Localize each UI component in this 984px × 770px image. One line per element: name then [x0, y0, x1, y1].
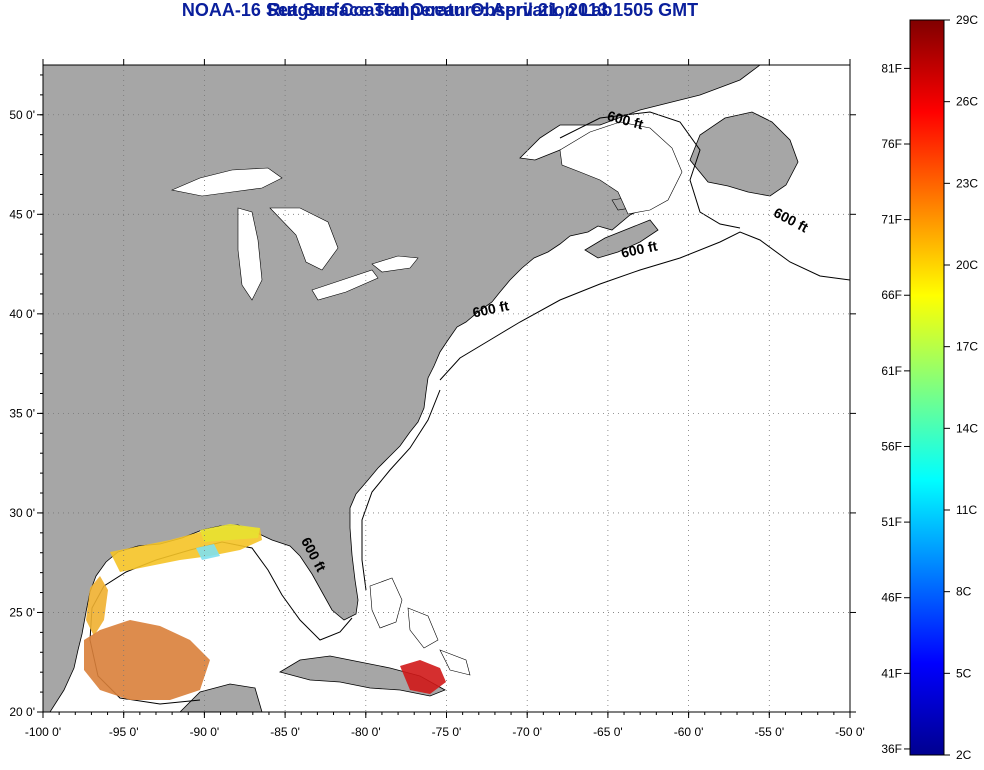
colorbar-f-label: 71F — [881, 213, 902, 227]
colorbar-celsius-ticks: 29C 26C 23C 20C 17C 14C 11C 8C 5C 2C — [944, 13, 978, 762]
latitude-axis: 50 0' 45 0' 40 0' 35 0' 30 0' 25 0' 20 0' — [9, 74, 856, 719]
isobath-label: 600 ft — [620, 238, 659, 261]
colorbar-f-label: 76F — [881, 137, 902, 151]
cuba-land — [278, 655, 446, 697]
lat-tick-label: 45 0' — [9, 207, 35, 221]
sst-yellow-band — [200, 524, 260, 542]
lon-tick-label: -70 0' — [512, 725, 542, 739]
newfoundland-land — [689, 111, 799, 197]
sst-southwest-gulf — [84, 620, 210, 700]
lake-erie — [311, 269, 379, 301]
colorbar-f-label: 66F — [881, 288, 902, 302]
lat-tick-label: 35 0' — [9, 406, 35, 420]
lon-tick-label: -65 0' — [593, 725, 623, 739]
lake-superior — [170, 167, 283, 197]
colorbar-f-label: 36F — [881, 742, 902, 756]
lon-tick-label: -100 0' — [25, 725, 61, 739]
longitude-axis: -100 0' -95 0' -90 0' -85 0' -80 0' -75 0' -70… — [25, 59, 865, 739]
bahamas-banks — [369, 577, 471, 676]
colorbar-c-label: 14C — [956, 421, 978, 435]
colorbar-f-label: 51F — [881, 515, 902, 529]
colorbar-c-label: 23C — [956, 176, 978, 190]
isobath-600ft-south — [361, 389, 441, 591]
sst-western-gulf — [86, 576, 108, 636]
colorbar-f-label: 56F — [881, 439, 902, 453]
colorbar-f-label: 81F — [881, 61, 902, 75]
lon-tick-label: -90 0' — [190, 725, 220, 739]
colorbar-c-label: 8C — [956, 585, 972, 599]
isobath-600ft-north — [439, 231, 850, 381]
lake-michigan — [237, 207, 263, 301]
map-title: NOAA-16 Sea Surface Temperature: April 2… — [181, 0, 699, 20]
colorbar-c-label: 26C — [956, 95, 978, 109]
lake-ontario — [371, 255, 419, 273]
lon-tick-label: -80 0' — [351, 725, 381, 739]
yucatan-land — [179, 683, 263, 712]
lat-tick-label: 50 0' — [9, 108, 35, 122]
colorbar-fahrenheit-ticks: 81F 76F 71F 66F 61F 56F 51F 46F 41F 36F — [881, 61, 910, 756]
lon-tick-label: -85 0' — [270, 725, 300, 739]
lat-tick-label: 30 0' — [9, 506, 35, 520]
colorbar-f-label: 61F — [881, 364, 902, 378]
colorbar — [909, 19, 945, 756]
sst-cyan-patch — [196, 544, 220, 560]
map-subtitle: Rutgers Coastal Ocean Observation Lab — [267, 0, 613, 20]
lat-tick-label: 40 0' — [9, 307, 35, 321]
gulf-of-st-lawrence — [559, 121, 683, 215]
colorbar-c-label: 20C — [956, 258, 978, 272]
lon-tick-label: -95 0' — [109, 725, 139, 739]
colorbar-f-label: 46F — [881, 591, 902, 605]
lat-tick-label: 25 0' — [9, 605, 35, 619]
colorbar-f-label: 41F — [881, 666, 902, 680]
lake-huron — [269, 207, 339, 271]
lat-tick-label: 20 0' — [9, 705, 35, 719]
colorbar-c-label: 2C — [956, 748, 972, 762]
sst-caribbean-warm — [400, 660, 446, 694]
colorbar-c-label: 29C — [956, 13, 978, 27]
isobath-label: 600 ft — [471, 297, 510, 320]
isobath-600ft-stlawrence — [559, 111, 741, 229]
colorbar-c-label: 5C — [956, 666, 972, 680]
lon-tick-label: -55 0' — [754, 725, 784, 739]
lon-tick-label: -50 0' — [835, 725, 865, 739]
colorbar-c-label: 17C — [956, 340, 978, 354]
lon-tick-label: -60 0' — [674, 725, 704, 739]
nova-scotia-land — [584, 219, 659, 259]
lon-tick-label: -75 0' — [432, 725, 462, 739]
colorbar-c-label: 11C — [956, 503, 977, 517]
sst-data-pixels — [84, 524, 446, 700]
